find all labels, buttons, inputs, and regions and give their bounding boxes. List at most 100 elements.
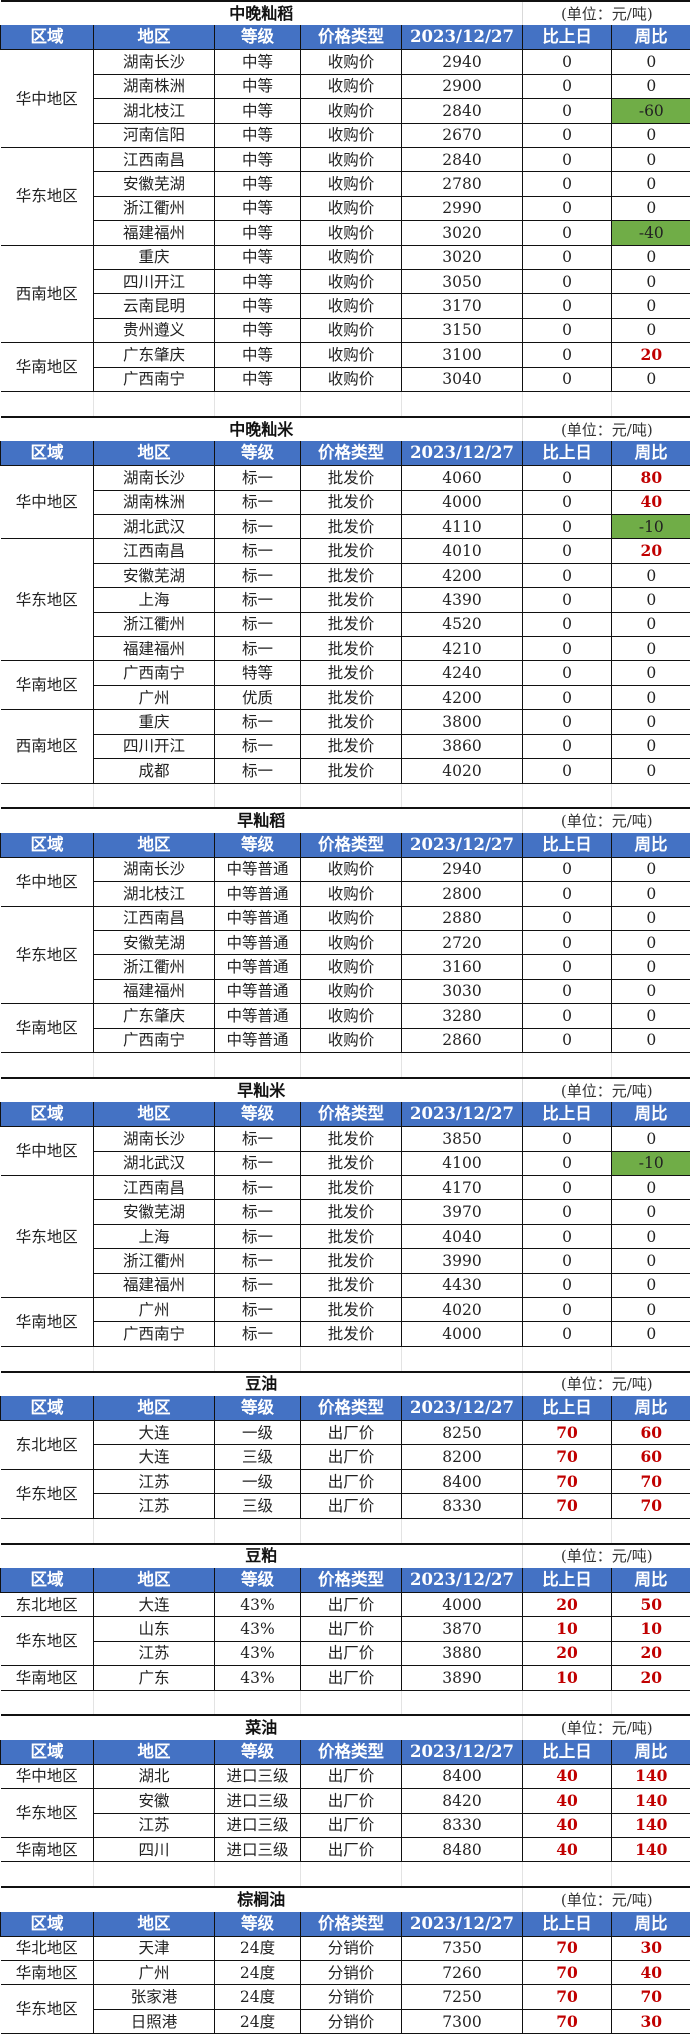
area-cell: 贵州遵义	[94, 318, 215, 342]
week-change-cell: 0	[612, 1273, 690, 1297]
price-cell: 3850	[402, 1127, 523, 1151]
week-change-cell: 20	[612, 1666, 690, 1690]
week-change-cell: 0	[612, 955, 690, 979]
day-change-cell: 0	[523, 661, 612, 685]
day-change-cell: 0	[523, 685, 612, 709]
day-change-cell: 0	[523, 515, 612, 539]
grade-cell: 标一	[215, 710, 301, 734]
table-title: 中晚籼米	[1, 417, 523, 441]
grade-cell: 中等普通	[215, 930, 301, 954]
column-header: 等级	[215, 1568, 301, 1592]
price-type-cell: 出厂价	[301, 1666, 402, 1690]
price-type-cell: 分销价	[301, 2009, 402, 2033]
day-change-cell: 20	[523, 1641, 612, 1665]
grade-cell: 中等普通	[215, 979, 301, 1003]
grade-cell: 进口三级	[215, 1789, 301, 1813]
day-change-cell: 0	[523, 123, 612, 147]
column-header: 区域	[1, 1396, 94, 1420]
week-change-cell: 10	[612, 1617, 690, 1641]
region-cell: 华中地区	[1, 50, 94, 148]
week-change-cell: 0	[612, 588, 690, 612]
price-cell: 8250	[402, 1421, 523, 1445]
price-type-cell: 出厂价	[301, 1592, 402, 1616]
week-change-cell: 0	[612, 147, 690, 171]
price-type-cell: 批发价	[301, 466, 402, 490]
day-change-cell: 70	[523, 1445, 612, 1469]
column-header: 地区	[94, 441, 215, 465]
area-cell: 广州	[94, 1961, 215, 1985]
price-type-cell: 收购价	[301, 857, 402, 881]
day-change-cell: 0	[523, 269, 612, 293]
grade-cell: 中等	[215, 74, 301, 98]
day-change-cell: 70	[523, 1494, 612, 1518]
week-change-cell: 0	[612, 50, 690, 74]
price-cell: 3030	[402, 979, 523, 1003]
day-change-cell: 0	[523, 1224, 612, 1248]
price-type-cell: 收购价	[301, 99, 402, 123]
price-type-cell: 收购价	[301, 74, 402, 98]
price-cell: 2840	[402, 99, 523, 123]
price-type-cell: 收购价	[301, 1004, 402, 1028]
table-title-row: 早籼米(单位：元/吨)	[1, 1078, 690, 1102]
price-cell: 4170	[402, 1176, 523, 1200]
region-cell: 西南地区	[1, 710, 94, 783]
grade-cell: 中等普通	[215, 906, 301, 930]
price-type-cell: 收购价	[301, 343, 402, 367]
week-change-cell: 0	[612, 269, 690, 293]
day-change-cell: 0	[523, 1322, 612, 1346]
week-change-cell: 0	[612, 612, 690, 636]
grade-cell: 标一	[215, 1322, 301, 1346]
price-type-cell: 批发价	[301, 563, 402, 587]
area-cell: 大连	[94, 1421, 215, 1445]
column-header: 等级	[215, 441, 301, 465]
day-change-cell: 0	[523, 1151, 612, 1175]
table-title-row: 棕榈油(单位：元/吨)	[1, 1887, 690, 1911]
table-title-row: 豆油(单位：元/吨)	[1, 1372, 690, 1396]
area-cell: 福建福州	[94, 1273, 215, 1297]
day-change-cell: 0	[523, 245, 612, 269]
area-cell: 湖南株洲	[94, 490, 215, 514]
price-type-cell: 批发价	[301, 710, 402, 734]
region-cell: 西南地区	[1, 245, 94, 343]
table-title: 豆粕	[1, 1544, 523, 1568]
day-change-cell: 40	[523, 1813, 612, 1837]
week-change-cell: 0	[612, 734, 690, 758]
unit-label: (单位：元/吨)	[523, 417, 690, 441]
price-type-cell: 批发价	[301, 661, 402, 685]
week-change-cell: 20	[612, 1641, 690, 1665]
price-type-cell: 出厂价	[301, 1469, 402, 1493]
area-cell: 江西南昌	[94, 906, 215, 930]
price-type-cell: 出厂价	[301, 1641, 402, 1665]
table-title-row: 早籼稻(单位：元/吨)	[1, 808, 690, 832]
region-cell: 华东地区	[1, 1176, 94, 1298]
spacer-row	[1, 783, 690, 807]
column-header: 价格类型	[301, 1740, 402, 1764]
price-type-cell: 收购价	[301, 50, 402, 74]
grade-cell: 中等	[215, 147, 301, 171]
price-type-cell: 收购价	[301, 367, 402, 391]
area-cell: 湖南长沙	[94, 50, 215, 74]
column-header: 等级	[215, 1912, 301, 1936]
price-cell: 8330	[402, 1813, 523, 1837]
price-cell: 8330	[402, 1494, 523, 1518]
price-cell: 4010	[402, 539, 523, 563]
price-cell: 2990	[402, 196, 523, 220]
price-cell: 3280	[402, 1004, 523, 1028]
column-header: 周比	[612, 833, 690, 857]
column-header: 等级	[215, 1102, 301, 1126]
day-change-cell: 0	[523, 466, 612, 490]
column-header: 比上日	[523, 25, 612, 49]
